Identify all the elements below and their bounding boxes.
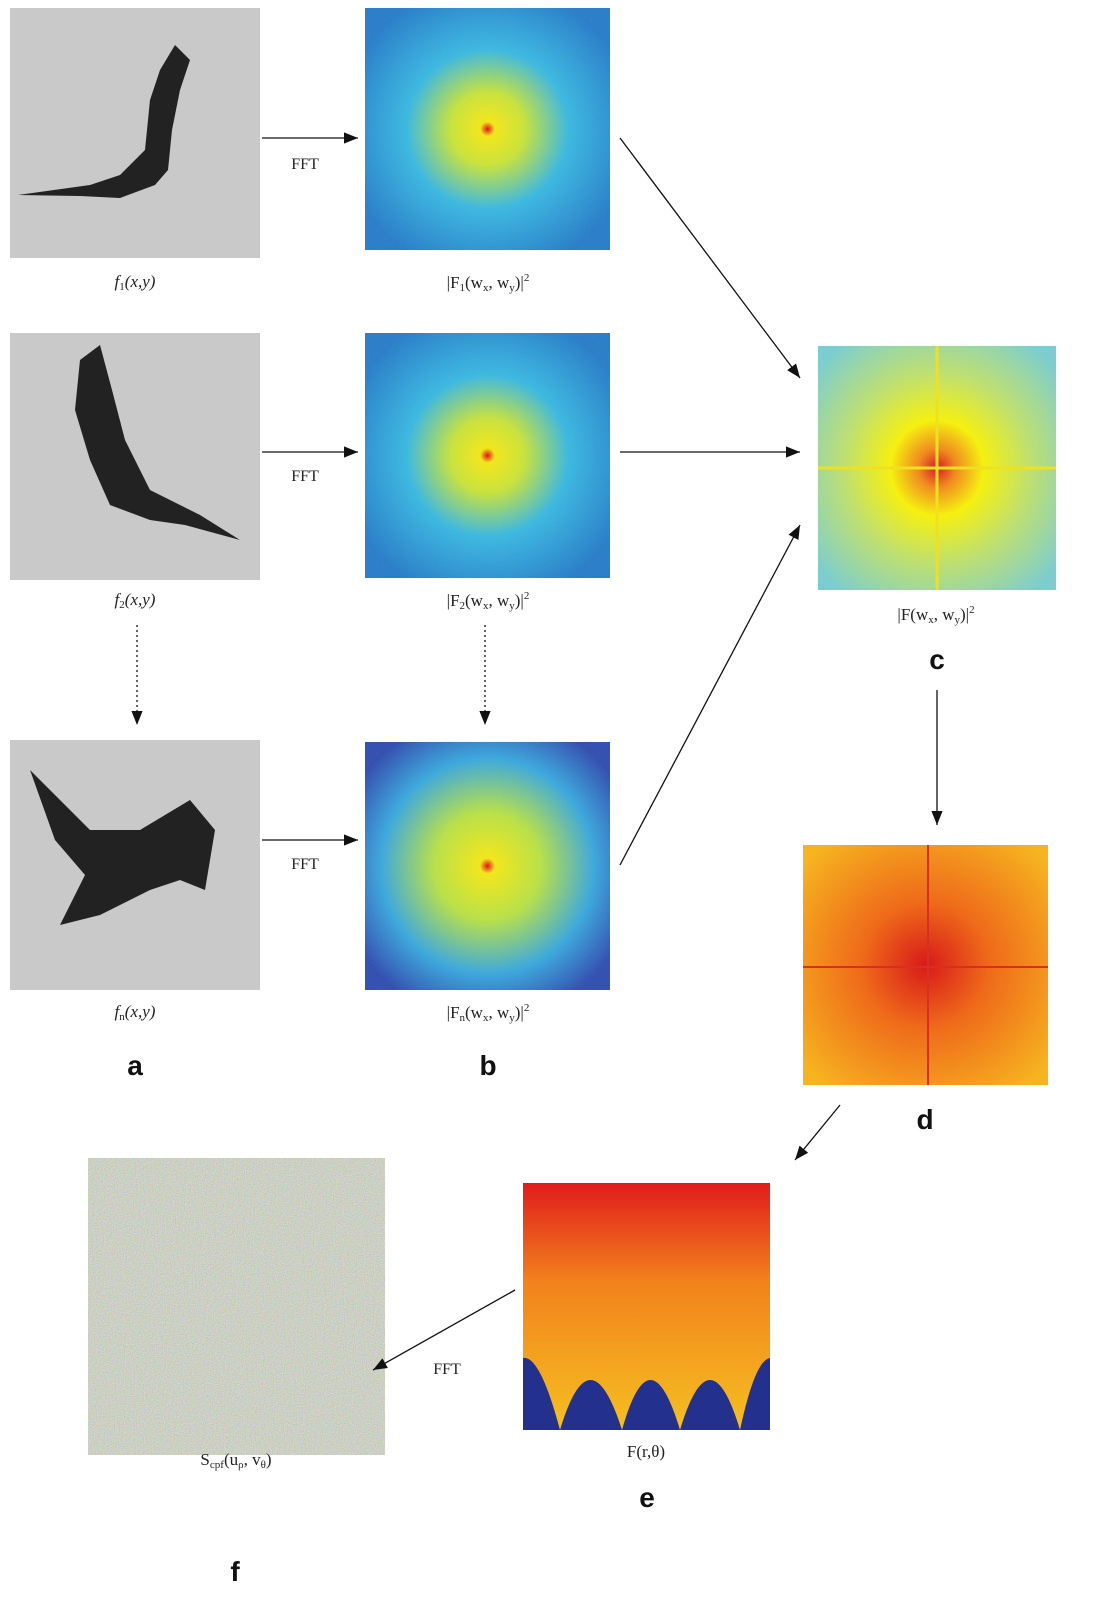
label-F2: |F2(wx, wy)|2 [447,590,530,612]
image-e [523,1183,770,1430]
image-d [803,845,1048,1085]
fft-label: FFT [433,1361,461,1379]
seg: |F [447,1003,460,1022]
seg: ) [266,1450,272,1469]
panel-letter: c [929,644,945,676]
seg: , w [934,605,955,624]
seg: (w [465,591,483,610]
panel-letter: b [479,1050,496,1082]
seg: 2 [524,590,530,602]
seg: )| [515,591,524,610]
image-f [113,1183,360,1430]
seg: |F(w [897,605,928,624]
image-fn [10,740,260,990]
fft-label: FFT [291,856,319,874]
figure: f1(x,y) f2(x,y) fn(x,y) |F1(wx, wy)|2 |F… [0,0,1094,1624]
seg: 2 [969,604,975,616]
seg: , w [488,591,509,610]
seg: )| [515,1003,524,1022]
label-Fn: |Fn(wx, wy)|2 [447,1002,530,1024]
seg: F(r,θ) [627,1442,665,1461]
fft-label: FFT [291,468,319,486]
image-f1 [10,8,260,258]
seg: |F [447,591,460,610]
seg: 2 [524,272,530,284]
arrows [0,0,1094,1624]
seg: )| [515,273,524,292]
panel-letter: a [127,1050,143,1082]
seg: (x,y) [125,590,156,609]
label-Fr: F(r,θ) [627,1442,665,1462]
seg: (u [224,1450,238,1469]
seg: cpf [210,1459,224,1471]
speckle [365,8,610,990]
seg: , v [244,1450,261,1469]
seg: 2 [524,1002,530,1014]
seg: )| [960,605,969,624]
seg: |F [447,273,460,292]
label-fn: fn(x,y) [115,1002,156,1023]
images [10,8,1056,1430]
label-F: |F(wx, wy)|2 [897,604,974,626]
fft-label: FFT [291,156,319,174]
seg: (w [465,273,483,292]
label-f1: f1(x,y) [115,272,156,293]
label-S: Scpf(uρ, vθ) [200,1450,271,1471]
seg: (x,y) [125,272,156,291]
panel-letter: f [230,1556,239,1588]
seg: (x,y) [125,1002,156,1021]
label-F1: |F1(wx, wy)|2 [447,272,530,294]
panel-letter: d [916,1104,933,1136]
label-f2: f2(x,y) [115,590,156,611]
seg: , w [488,1003,509,1022]
image-c [818,346,1056,590]
image-f2 [10,333,260,580]
seg: (w [465,1003,483,1022]
seg: , w [488,273,509,292]
panel-letter: e [639,1482,655,1514]
